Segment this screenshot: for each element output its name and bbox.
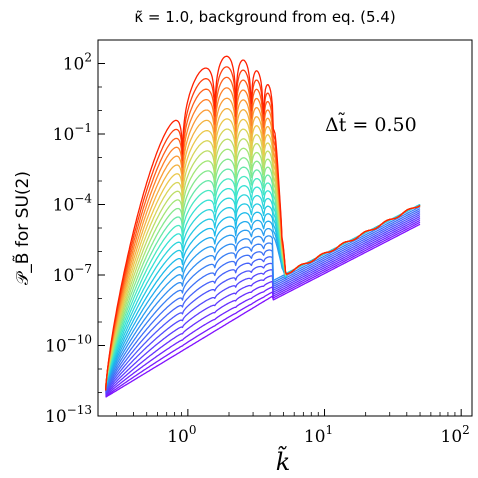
annotation-dt: Δt̃ = 0.50 (325, 113, 417, 136)
spectrum-curves (104, 55, 421, 398)
spectrum-series (105, 221, 421, 397)
y-tick-label: 10−4 (53, 192, 93, 216)
x-tick-label: 100 (167, 423, 196, 447)
y-tick-label: 10−13 (45, 403, 92, 427)
y-tick-label: 10−7 (53, 262, 92, 286)
spectrum-series (105, 223, 421, 398)
chart-title: κ̃ = 1.0, background from eq. (5.4) (134, 8, 395, 26)
y-axis-label: 𝒫_B̃ for SU(2) (12, 171, 33, 285)
x-axis: 100 101 102 (116, 409, 470, 447)
x-tick-label: 101 (304, 423, 333, 447)
spectrum-series (104, 175, 421, 387)
spectrum-series (105, 219, 421, 396)
y-tick-label: 10−1 (53, 121, 92, 145)
spectrum-series (104, 203, 421, 389)
spectrum-series (105, 213, 421, 394)
y-tick-label: 10−10 (45, 333, 92, 357)
spectrum-series (104, 206, 421, 390)
spectrum-series (105, 208, 421, 391)
spectrum-series (105, 212, 421, 393)
spectrum-series (105, 217, 421, 396)
y-tick-label: 102 (63, 51, 92, 75)
plot-frame (97, 39, 473, 417)
spectrum-series (104, 55, 421, 391)
y-axis: 102 10−1 10−4 10−7 10−10 10−13 (45, 39, 105, 427)
spectrum-series (105, 210, 421, 392)
x-axis-label: k̃ (276, 445, 291, 476)
spectrum-series (104, 194, 421, 387)
x-tick-label: 102 (441, 423, 470, 447)
spectrum-series (105, 215, 421, 395)
